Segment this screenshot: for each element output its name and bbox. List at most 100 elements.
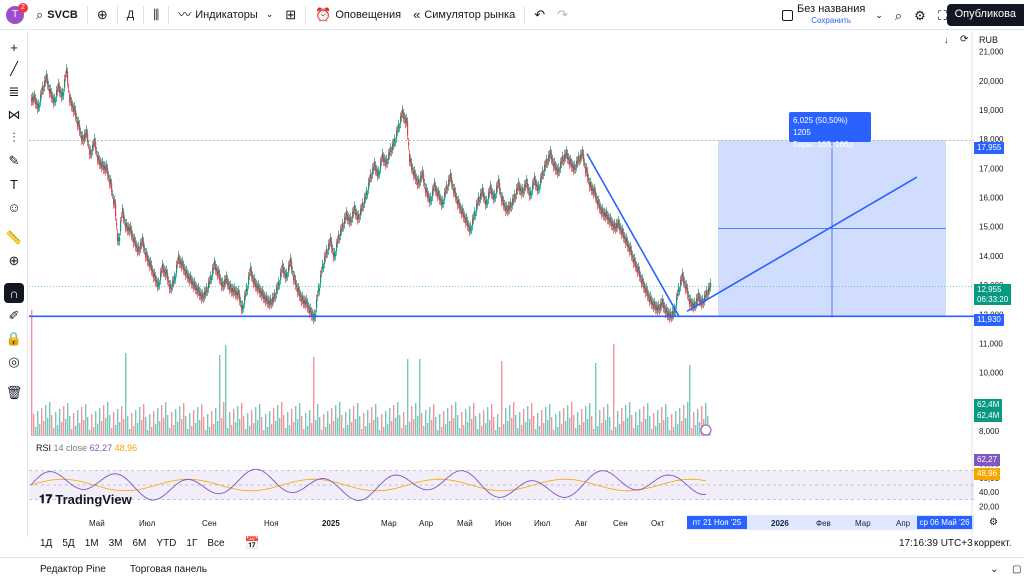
- timeframe-1d[interactable]: 1Д: [40, 537, 53, 549]
- text-tool[interactable]: T: [4, 174, 24, 194]
- date-range-icon[interactable]: 📅: [244, 536, 260, 550]
- candle-body: [421, 174, 423, 179]
- timeframe-3m[interactable]: 3М: [108, 537, 123, 549]
- target-price-tag: 17,955: [974, 142, 1005, 154]
- redo-button[interactable]: ↷: [551, 0, 574, 30]
- remove-tool[interactable]: 🗑: [4, 383, 24, 403]
- candle-body: [659, 308, 661, 311]
- volume-bar: [159, 421, 161, 436]
- magnet-tool[interactable]: ∩: [4, 283, 24, 303]
- volume-bar: [349, 409, 351, 436]
- volume-bar: [635, 412, 637, 436]
- chart-type-button[interactable]: ⫼: [147, 0, 165, 30]
- pattern-tool[interactable]: ⋈: [4, 105, 24, 125]
- candle-body: [33, 97, 35, 102]
- replay-button[interactable]: « Симулятор рынка: [407, 0, 521, 30]
- candle-body: [36, 102, 38, 105]
- reset-scale-icon[interactable]: ⟳: [960, 34, 969, 45]
- trendline-tool[interactable]: ╱: [4, 59, 24, 79]
- candle-body: [87, 133, 89, 142]
- layout-selector[interactable]: Без названия Сохранить ⌄: [776, 0, 889, 30]
- timeframe-1y[interactable]: 1Г: [186, 537, 198, 549]
- tab-trading-panel[interactable]: Торговая панель: [129, 564, 208, 575]
- candle-body: [481, 192, 483, 196]
- candle-body: [639, 270, 641, 277]
- candle-body: [572, 164, 574, 168]
- volume-bar: [319, 417, 321, 436]
- candle-body: [606, 211, 608, 216]
- candle-body: [690, 299, 692, 304]
- candle-body: [698, 293, 700, 298]
- gear-icon[interactable]: ⚙: [989, 517, 998, 528]
- candle-body: [148, 259, 150, 263]
- currency-label[interactable]: RUB: [979, 35, 999, 45]
- adjust-button[interactable]: коррект.: [974, 537, 1012, 549]
- chart-area[interactable]: 21,000 20,000 19,000 18,000 17,000 16,000 15,0…: [29, 31, 1024, 537]
- candle-body: [146, 252, 148, 257]
- rsi-legend[interactable]: RSI 14 close 62,27 48,96: [36, 443, 137, 453]
- clock[interactable]: 17:16:39 UTC+3: [899, 537, 973, 549]
- candle-body: [394, 138, 396, 144]
- tab-pine-editor[interactable]: Редактор Pine: [40, 564, 106, 575]
- ruler-tool[interactable]: 📏: [4, 228, 24, 248]
- volume-bar: [377, 417, 379, 436]
- candle-body: [195, 285, 197, 291]
- collapse-icon[interactable]: ⌄: [990, 564, 999, 575]
- lock-drawings-tool[interactable]: ✐: [4, 306, 24, 326]
- settings-button[interactable]: ⚙: [908, 0, 932, 30]
- volume-bar: [43, 421, 45, 436]
- candle-body: [559, 171, 561, 173]
- volume-bar: [87, 417, 89, 436]
- emoji-tool[interactable]: ☺: [4, 197, 24, 217]
- fib-tool[interactable]: ≣: [4, 82, 24, 102]
- candle-body: [120, 221, 122, 232]
- candle-body: [584, 162, 586, 165]
- interval-button[interactable]: Д: [121, 0, 140, 30]
- candle-body: [267, 299, 269, 304]
- brush-tool[interactable]: ✎: [4, 151, 24, 171]
- candle-body: [91, 153, 93, 155]
- timeframe-5d[interactable]: 5Д: [62, 537, 75, 549]
- timeframe-1m[interactable]: 1М: [84, 537, 99, 549]
- templates-button[interactable]: ⊞: [279, 0, 302, 30]
- scale-down-icon[interactable]: ↓: [944, 35, 949, 45]
- chart-canvas[interactable]: 21,000 20,000 19,000 18,000 17,000 16,000 15,0…: [29, 31, 1024, 537]
- user-avatar[interactable]: T 2: [6, 2, 28, 24]
- rsi-value: 62,27: [89, 443, 113, 453]
- candle-body: [47, 77, 49, 86]
- candle-body: [84, 133, 86, 140]
- candle-body: [547, 162, 549, 164]
- candle-body: [438, 191, 440, 196]
- volume-bar: [375, 404, 377, 436]
- candle-body: [151, 264, 153, 272]
- rsi-value-tag: 62,27: [974, 454, 1001, 466]
- candle-body: [406, 118, 408, 123]
- volume-bar: [413, 419, 415, 436]
- undo-button[interactable]: ↶: [528, 0, 551, 30]
- maximize-icon[interactable]: ▢: [1012, 564, 1022, 575]
- forecast-tool[interactable]: ⫶: [4, 128, 24, 148]
- lock-tool[interactable]: 🔒: [4, 329, 24, 349]
- crosshair-tool[interactable]: +: [4, 37, 24, 57]
- indicators-button[interactable]: 〰 Индикаторы ⌄: [172, 0, 279, 30]
- compare-button[interactable]: ⊕: [91, 0, 114, 30]
- candle-body: [478, 196, 480, 202]
- candle-body: [316, 299, 318, 309]
- symbol-search[interactable]: ⌕ SVCB: [30, 0, 84, 30]
- time-axis-label: Мар: [855, 519, 871, 528]
- hide-tool[interactable]: ◎: [4, 352, 24, 372]
- quick-search-button[interactable]: ⌕: [889, 0, 908, 30]
- volume-bar: [597, 426, 599, 436]
- fullscreen-button[interactable]: ⛶: [932, 0, 953, 30]
- timeframe-ytd[interactable]: YTD: [156, 537, 177, 549]
- candle-body: [487, 203, 489, 205]
- tradingview-logo[interactable]: 𝟏𝟕 TradingView: [39, 492, 132, 507]
- zoom-tool[interactable]: ⊕: [4, 251, 24, 271]
- alerts-button[interactable]: ⏰ Оповещения: [309, 0, 407, 30]
- timeframe-6m[interactable]: 6М: [132, 537, 147, 549]
- candle-body: [437, 192, 439, 197]
- timeframe-all[interactable]: Все: [207, 537, 225, 549]
- candle-body: [123, 212, 125, 220]
- publish-button[interactable]: Опубликова: [946, 4, 1024, 26]
- volume-bar: [145, 417, 147, 436]
